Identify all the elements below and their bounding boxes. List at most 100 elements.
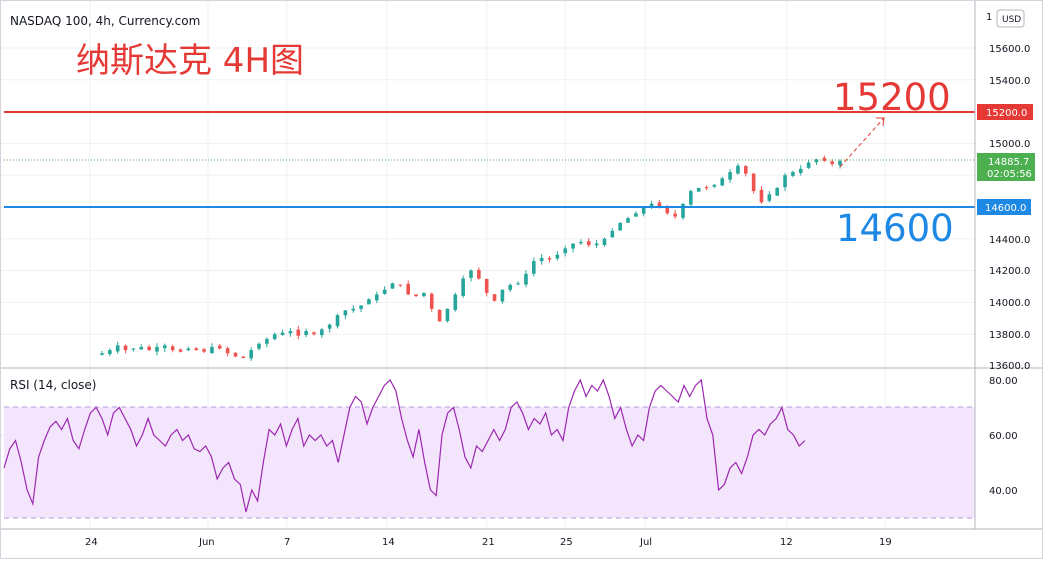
candle-body bbox=[743, 166, 748, 174]
time-label: 21 bbox=[482, 537, 495, 548]
candle-body bbox=[492, 294, 497, 301]
rsi-line bbox=[3, 378, 806, 513]
candle-body bbox=[649, 203, 654, 208]
candle-body bbox=[532, 261, 536, 274]
current-price-value: 14885.7 bbox=[988, 157, 1029, 168]
time-axis[interactable]: 24 Jun 7 14 21 25 Jul 12 19 bbox=[85, 537, 892, 548]
candle-body bbox=[555, 254, 560, 259]
candle-body bbox=[689, 191, 693, 205]
candle-body bbox=[806, 162, 811, 168]
candle-body bbox=[170, 346, 175, 351]
price-axis[interactable]: 15600.0 15400.0 15000.0 14400.0 14200.0 … bbox=[989, 44, 1030, 372]
time-label: 12 bbox=[780, 537, 793, 548]
time-label: 25 bbox=[560, 537, 573, 548]
candle-body bbox=[382, 289, 387, 294]
rsi-legend[interactable]: RSI (14, close) bbox=[10, 378, 96, 392]
candle-body bbox=[484, 278, 489, 293]
candle-body bbox=[249, 350, 253, 359]
candle-body bbox=[728, 172, 732, 180]
candle-body bbox=[751, 173, 756, 192]
candle-body bbox=[288, 331, 293, 334]
rsi-tick: 40.00 bbox=[989, 486, 1018, 497]
candle-body bbox=[429, 293, 434, 309]
candle-body bbox=[147, 346, 151, 351]
currency-button[interactable] bbox=[996, 9, 1025, 28]
candle-body bbox=[100, 353, 104, 355]
candle-body bbox=[720, 178, 725, 186]
time-label: 24 bbox=[85, 537, 98, 548]
candle-body bbox=[594, 243, 599, 246]
time-label: Jul bbox=[639, 537, 652, 548]
candle-body bbox=[437, 309, 442, 322]
price-tick: 14200.0 bbox=[989, 266, 1030, 277]
candle-body bbox=[217, 345, 222, 349]
candle-body bbox=[367, 299, 371, 305]
candle-body bbox=[445, 308, 450, 322]
candle-body bbox=[477, 269, 481, 279]
candle-body bbox=[115, 345, 120, 352]
rsi-tick: 60.00 bbox=[989, 431, 1018, 442]
candle-body bbox=[233, 352, 238, 357]
candle-body bbox=[704, 187, 709, 189]
resistance-price-tag-text: 15200.0 bbox=[986, 108, 1027, 119]
price-tick-partial: 1 bbox=[986, 12, 992, 23]
candle-body bbox=[398, 284, 403, 286]
candle-body bbox=[579, 241, 583, 244]
candle-body bbox=[508, 284, 513, 290]
candle-body bbox=[798, 168, 803, 174]
candle-body bbox=[343, 310, 348, 316]
candle-body bbox=[524, 273, 528, 285]
candle-body bbox=[186, 348, 191, 351]
candle-body bbox=[712, 184, 717, 187]
candles bbox=[100, 155, 842, 361]
rsi-tick: 80.00 bbox=[989, 376, 1018, 387]
candle-body bbox=[312, 332, 316, 335]
candle-body bbox=[665, 205, 670, 214]
candle-body bbox=[390, 283, 395, 289]
candle-body bbox=[414, 294, 418, 297]
candle-body bbox=[838, 160, 842, 166]
currency-button-label: USD bbox=[1002, 15, 1021, 25]
price-tick: 14400.0 bbox=[989, 235, 1030, 246]
candle-body bbox=[547, 258, 552, 260]
time-label: Jun bbox=[198, 537, 215, 548]
candle-body bbox=[626, 218, 630, 223]
resistance-label: 15200 bbox=[833, 76, 951, 119]
candle-body bbox=[586, 241, 591, 246]
candle-body bbox=[265, 338, 269, 344]
resistance-price-tag bbox=[977, 104, 1033, 120]
candle-body bbox=[194, 348, 199, 351]
candle-body bbox=[257, 343, 261, 349]
candle-body bbox=[335, 315, 340, 327]
candle-body bbox=[767, 194, 772, 201]
current-price-tag bbox=[977, 153, 1035, 181]
candle-body bbox=[155, 346, 159, 352]
candle-body bbox=[634, 213, 638, 217]
countdown-timer: 02:05:56 bbox=[987, 169, 1032, 180]
candle-body bbox=[610, 230, 615, 238]
candle-body bbox=[351, 308, 356, 311]
candle-body bbox=[822, 157, 827, 161]
candle-body bbox=[406, 283, 410, 295]
candle-body bbox=[139, 346, 144, 350]
candle-body bbox=[280, 332, 285, 336]
time-label: 14 bbox=[382, 537, 395, 548]
candle-body bbox=[108, 350, 112, 355]
price-tick: 15400.0 bbox=[989, 76, 1030, 87]
price-tick: 15600.0 bbox=[989, 44, 1030, 55]
candle-body bbox=[131, 348, 136, 350]
candle-body bbox=[210, 346, 214, 354]
candle-body bbox=[759, 189, 764, 203]
candle-body bbox=[563, 248, 568, 254]
candle-body bbox=[123, 345, 128, 351]
candle-body bbox=[681, 203, 685, 218]
candle-body bbox=[696, 187, 701, 192]
candle-body bbox=[178, 349, 183, 352]
projection-arrow bbox=[839, 117, 885, 168]
price-tick: 13600.0 bbox=[989, 361, 1030, 372]
candle-body bbox=[422, 292, 426, 297]
projection-arrowhead bbox=[876, 117, 885, 127]
candle-body bbox=[163, 345, 167, 349]
